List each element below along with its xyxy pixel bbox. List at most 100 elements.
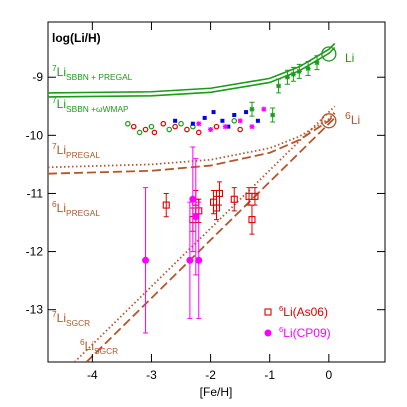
data-point bbox=[196, 121, 202, 127]
data-point bbox=[125, 120, 131, 127]
data-point bbox=[173, 118, 178, 123]
reference-circle bbox=[321, 46, 337, 62]
annotation-base: Li bbox=[57, 65, 66, 79]
annotation-sub: SGCR bbox=[94, 346, 118, 356]
x-axis-title: [Fe/H] bbox=[200, 385, 233, 399]
data-point bbox=[190, 121, 195, 126]
data-point bbox=[213, 123, 220, 130]
y-tick-label: -11 bbox=[27, 186, 44, 200]
annotation-base: Li(As06) bbox=[283, 305, 328, 319]
annotation-base: Li bbox=[85, 339, 94, 353]
data-point bbox=[249, 106, 255, 112]
data-point bbox=[195, 129, 202, 136]
annotation-sup: 7 bbox=[52, 63, 57, 73]
data-point bbox=[230, 195, 238, 203]
model-curve bbox=[48, 47, 336, 98]
annotation-base: Li bbox=[345, 51, 354, 65]
data-point bbox=[314, 60, 320, 66]
data-point bbox=[226, 124, 231, 129]
annotation-sup: 7 bbox=[52, 309, 57, 319]
x-tick-label: -2 bbox=[205, 368, 216, 382]
annotation: 6LiPREGAL bbox=[52, 199, 100, 218]
annotation-sub: PREGAL bbox=[66, 208, 100, 218]
annotation: 7LiPREGAL bbox=[52, 141, 100, 160]
model-curve bbox=[48, 112, 336, 175]
annotation: 6Li bbox=[345, 110, 360, 127]
y-axis-title: log(Li/H) bbox=[52, 31, 101, 45]
legend-marker bbox=[264, 329, 272, 337]
annotation-sub: SGCR bbox=[66, 318, 90, 328]
model-curve bbox=[48, 111, 336, 169]
annotation-sub: SBBN +ωWMAP bbox=[66, 104, 129, 114]
annotation-sup: 6 bbox=[80, 337, 85, 347]
legend-entry: 6Li(CP09) bbox=[279, 325, 331, 340]
data-point bbox=[212, 204, 221, 212]
data-point bbox=[231, 118, 238, 124]
data-point bbox=[160, 120, 167, 127]
data-point bbox=[305, 65, 311, 71]
x-tick-label: 0 bbox=[325, 368, 332, 382]
x-tick-label: -3 bbox=[146, 368, 157, 382]
annotation: 7LiSGCR bbox=[52, 309, 90, 328]
data-point bbox=[296, 68, 302, 74]
data-point bbox=[232, 112, 237, 117]
data-point bbox=[255, 118, 260, 123]
annotation-base: Li bbox=[57, 311, 66, 325]
y-tick-label: -12 bbox=[26, 245, 44, 259]
data-point bbox=[248, 216, 256, 224]
data-point bbox=[136, 129, 143, 136]
annotation-sup: 6 bbox=[52, 199, 57, 209]
x-tick-label: -1 bbox=[264, 368, 275, 382]
data-point bbox=[186, 256, 194, 264]
data-point bbox=[162, 201, 170, 209]
data-point bbox=[166, 126, 173, 133]
annotation: Li bbox=[345, 51, 354, 65]
annotation-base: Li bbox=[351, 113, 360, 127]
data-point bbox=[172, 123, 178, 130]
reference-circle bbox=[321, 113, 337, 129]
legend-marker bbox=[264, 308, 272, 316]
annotation-base: Li bbox=[57, 201, 66, 215]
y-tick-label: -10 bbox=[26, 128, 44, 142]
data-point bbox=[222, 124, 228, 130]
data-point bbox=[142, 256, 150, 264]
data-point bbox=[251, 192, 259, 200]
error-bar bbox=[249, 204, 255, 235]
annotation-sup: 6 bbox=[279, 304, 283, 313]
data-point bbox=[249, 124, 255, 130]
error-bar bbox=[246, 187, 252, 206]
model-curve bbox=[48, 42, 336, 94]
data-point bbox=[215, 189, 224, 198]
annotation: 7LiSBBN + PREGAL bbox=[52, 63, 133, 82]
data-point bbox=[261, 106, 267, 112]
data-point bbox=[290, 71, 296, 77]
y-tick-label: -9 bbox=[32, 70, 43, 84]
data-point bbox=[208, 127, 214, 133]
annotation-sup: 7 bbox=[52, 141, 57, 151]
annotation-sub: PREGAL bbox=[66, 150, 100, 160]
data-point bbox=[270, 112, 276, 118]
data-point bbox=[148, 123, 155, 130]
annotation-base: Li bbox=[57, 97, 66, 111]
data-point bbox=[237, 126, 243, 133]
data-point bbox=[220, 118, 225, 123]
x-tick-label: -4 bbox=[87, 368, 98, 382]
annotation-sup: 7 bbox=[52, 95, 57, 105]
legend-entry: 6Li(As06) bbox=[279, 304, 328, 319]
error-bar bbox=[252, 187, 258, 206]
data-point bbox=[276, 83, 282, 89]
data-point bbox=[142, 126, 149, 133]
data-point bbox=[192, 213, 200, 221]
annotation-base: Li bbox=[57, 143, 66, 157]
data-point bbox=[237, 118, 243, 124]
error-bar bbox=[216, 181, 222, 206]
plot-area bbox=[48, 42, 337, 362]
error-bar bbox=[231, 187, 237, 212]
error-bar bbox=[214, 195, 219, 221]
data-point bbox=[244, 110, 249, 115]
annotation-sup: 6 bbox=[345, 110, 351, 122]
annotation: 7LiSBBN +ωWMAP bbox=[52, 95, 129, 114]
data-point bbox=[202, 115, 207, 120]
data-point bbox=[284, 74, 290, 80]
